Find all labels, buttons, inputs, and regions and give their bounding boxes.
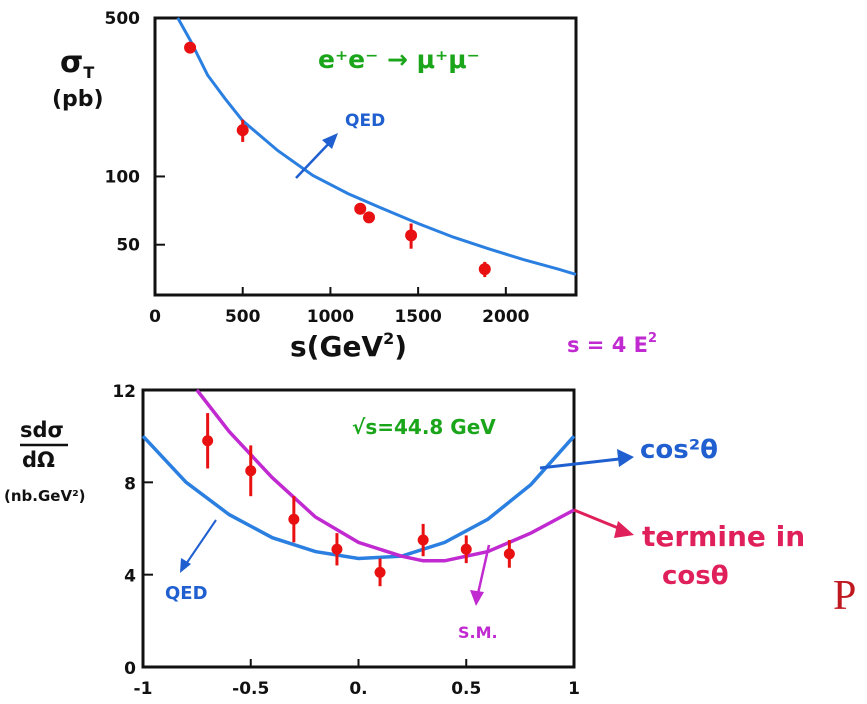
top-y-ticks: 500 100 50 bbox=[105, 9, 165, 256]
cos2-arrow bbox=[539, 449, 634, 470]
top-x-tick-label: 500 bbox=[225, 307, 261, 327]
top-x-tick-label: 1000 bbox=[307, 307, 354, 327]
bottom-y-label-unit: (nb.GeV²) bbox=[4, 487, 86, 505]
corner-letter: P bbox=[833, 573, 857, 619]
bottom-qed-arrow bbox=[180, 519, 217, 573]
termine-label-line1: termine in bbox=[642, 520, 805, 553]
bottom-panel-angular: -1 -0.5 0. 0.5 1 0 4 8 12 √s=44.8 GeV sdσ dΩ (n… bbox=[4, 382, 805, 699]
top-y-label-sigma: σT bbox=[60, 45, 94, 82]
bottom-y-tick-label: 8 bbox=[124, 474, 136, 494]
bottom-x-tick-label: 0. bbox=[349, 679, 367, 699]
top-data-point bbox=[478, 263, 491, 276]
bottom-sm-label: S.M. bbox=[458, 623, 498, 642]
top-data-point bbox=[236, 124, 249, 137]
top-data-points bbox=[184, 41, 491, 278]
top-data-point bbox=[405, 229, 418, 242]
bottom-y-tick-label: 0 bbox=[124, 659, 136, 679]
bottom-data-points bbox=[202, 413, 515, 587]
bottom-qed-label: QED bbox=[165, 583, 208, 604]
process-label: e⁺e⁻ → μ⁺μ⁻ bbox=[318, 45, 480, 74]
bottom-data-point bbox=[202, 435, 214, 447]
bottom-x-ticks: -1 -0.5 0. 0.5 1 bbox=[134, 659, 580, 699]
bottom-x-tick-label: 0.5 bbox=[451, 679, 481, 699]
energy-label: √s=44.8 GeV bbox=[352, 415, 496, 439]
top-x-ticks: 0 500 1000 1500 2000 bbox=[149, 287, 530, 327]
top-x-label: s(GeV2) bbox=[290, 329, 407, 363]
bottom-sm-arrow bbox=[470, 544, 491, 606]
cos2-label: cos²θ bbox=[640, 435, 718, 465]
bottom-y-tick-label: 4 bbox=[124, 567, 136, 587]
bottom-data-point bbox=[417, 534, 429, 546]
top-qed-label: QED bbox=[345, 111, 385, 131]
top-y-tick-label: 50 bbox=[116, 236, 140, 256]
top-qed-curve bbox=[176, 17, 577, 276]
top-data-point bbox=[363, 211, 376, 224]
top-y-tick-label: 500 bbox=[105, 9, 141, 29]
top-plot-frame bbox=[153, 16, 578, 297]
bottom-sm-curve bbox=[195, 388, 575, 563]
s-formula: s = 4 E2 bbox=[567, 331, 657, 357]
top-x-tick-label: 2000 bbox=[482, 307, 529, 327]
termine-label-line2: cosθ bbox=[662, 561, 729, 591]
bottom-data-point bbox=[503, 548, 515, 560]
top-panel-cross-section: 0 500 1000 1500 2000 500 100 50 e⁺e⁻ → μ⁺μ⁻ QE… bbox=[52, 9, 657, 363]
top-data-point bbox=[184, 41, 197, 54]
top-y-label-unit: (pb) bbox=[52, 87, 104, 112]
top-y-tick-label: 100 bbox=[105, 167, 141, 187]
bottom-x-tick-label: 1 bbox=[568, 679, 580, 699]
bottom-y-label-num: sdσ bbox=[20, 418, 64, 442]
top-qed-arrow bbox=[295, 133, 338, 179]
bottom-data-point bbox=[245, 465, 257, 477]
top-data-point bbox=[354, 202, 367, 215]
termine-arrow bbox=[573, 508, 634, 538]
bottom-data-point bbox=[331, 543, 343, 555]
top-x-tick-label: 0 bbox=[149, 307, 161, 327]
bottom-y-ticks: 0 4 8 12 bbox=[112, 382, 153, 679]
bottom-data-point bbox=[460, 543, 472, 555]
bottom-y-tick-label: 12 bbox=[112, 382, 136, 402]
bottom-x-tick-label: -1 bbox=[134, 679, 153, 699]
bottom-x-tick-label: -0.5 bbox=[232, 679, 269, 699]
bottom-data-point bbox=[288, 513, 300, 525]
bottom-qed-curve bbox=[141, 435, 576, 561]
top-x-tick-label: 1500 bbox=[394, 307, 441, 327]
bottom-y-label-den: dΩ bbox=[22, 448, 55, 472]
bottom-data-point bbox=[374, 566, 386, 578]
